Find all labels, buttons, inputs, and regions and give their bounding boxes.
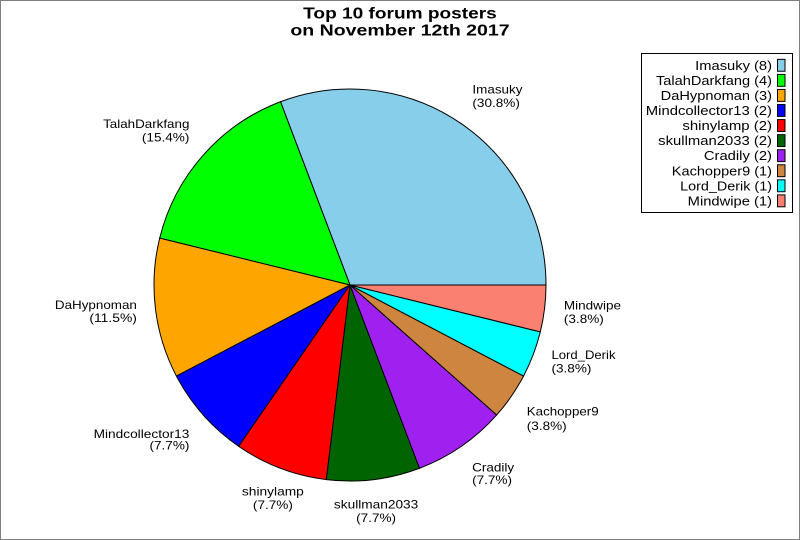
svg-text:Mindwipe: Mindwipe <box>564 298 621 312</box>
svg-text:Mindwipe (1): Mindwipe (1) <box>688 193 772 208</box>
svg-text:(11.5%): (11.5%) <box>89 311 137 325</box>
svg-text:(7.7%): (7.7%) <box>149 439 189 453</box>
svg-text:(15.4%): (15.4%) <box>142 131 190 145</box>
svg-text:on November 12th 2017: on November 12th 2017 <box>290 23 509 40</box>
svg-text:skullman2033 (2): skullman2033 (2) <box>658 133 772 148</box>
svg-text:(3.8%): (3.8%) <box>552 361 592 375</box>
svg-text:shinylamp (2): shinylamp (2) <box>682 118 772 133</box>
svg-text:Cradily (2): Cradily (2) <box>704 148 772 163</box>
svg-text:TalahDarkfang (4): TalahDarkfang (4) <box>656 73 772 88</box>
svg-text:(7.7%): (7.7%) <box>356 511 396 525</box>
svg-text:(30.8%): (30.8%) <box>472 96 520 110</box>
svg-text:Mindcollector13 (2): Mindcollector13 (2) <box>646 103 772 118</box>
svg-text:(7.7%): (7.7%) <box>253 498 293 512</box>
svg-text:skullman2033: skullman2033 <box>334 498 419 512</box>
svg-text:DaHypnoman (3): DaHypnoman (3) <box>661 88 772 103</box>
svg-text:(3.8%): (3.8%) <box>564 312 604 326</box>
svg-text:Kachopper9: Kachopper9 <box>527 405 599 419</box>
svg-text:Imasuky (8): Imasuky (8) <box>695 58 772 73</box>
svg-text:shinylamp: shinylamp <box>242 484 304 498</box>
svg-text:DaHypnoman: DaHypnoman <box>55 298 137 312</box>
svg-text:Cradily: Cradily <box>472 460 514 474</box>
svg-text:(7.7%): (7.7%) <box>472 473 512 487</box>
svg-text:Top 10 forum posters: Top 10 forum posters <box>303 5 497 22</box>
svg-text:Lord_Derik (1): Lord_Derik (1) <box>680 178 772 193</box>
svg-text:Lord_Derik: Lord_Derik <box>552 348 617 362</box>
svg-text:Imasuky: Imasuky <box>472 83 522 97</box>
svg-text:Kachopper9 (1): Kachopper9 (1) <box>672 163 772 178</box>
svg-text:(3.8%): (3.8%) <box>527 419 567 433</box>
svg-text:Mindcollector13: Mindcollector13 <box>94 427 190 441</box>
svg-text:TalahDarkfang: TalahDarkfang <box>103 117 189 131</box>
